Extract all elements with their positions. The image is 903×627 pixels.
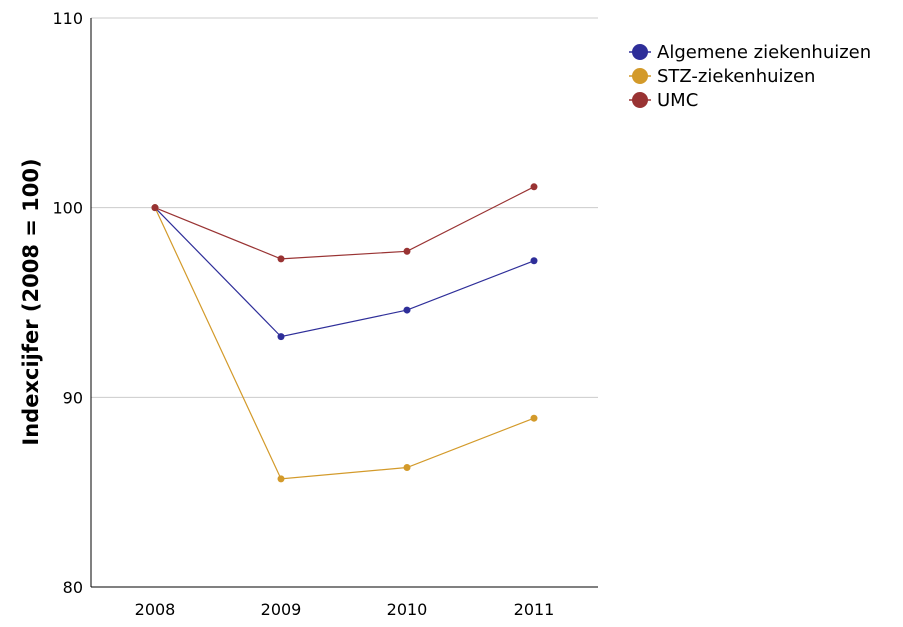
legend-label: Algemene ziekenhuizen xyxy=(657,42,871,63)
legend-item: Algemene ziekenhuizen xyxy=(629,42,871,63)
legend: Algemene ziekenhuizen STZ-ziekenhuizen UMC xyxy=(629,42,871,111)
data-point xyxy=(151,204,159,212)
legend-label: STZ-ziekenhuizen xyxy=(657,66,815,87)
y-tick-label: 110 xyxy=(52,9,83,28)
data-point xyxy=(530,183,538,191)
series-1 xyxy=(151,204,538,341)
series-lines xyxy=(151,183,538,483)
data-point xyxy=(277,255,285,263)
legend-item: UMC xyxy=(629,90,698,111)
series-line xyxy=(154,207,535,480)
legend-marker-icon xyxy=(632,92,648,108)
axes xyxy=(90,18,598,588)
y-tick-label: 80 xyxy=(63,578,83,597)
data-point xyxy=(403,247,411,255)
legend-label: UMC xyxy=(657,90,698,111)
y-tick-label: 90 xyxy=(63,388,83,407)
y-axis-title: Indexcijfer (2008 = 100) xyxy=(19,158,43,445)
data-point xyxy=(403,306,411,314)
data-point xyxy=(277,475,285,483)
y-tick-label: 100 xyxy=(52,199,83,218)
x-tick-labels: 2008 2009 2010 2011 xyxy=(135,600,555,619)
data-point xyxy=(530,257,538,265)
series-2 xyxy=(151,204,538,483)
x-tick-label: 2009 xyxy=(261,600,302,619)
data-point xyxy=(403,464,411,472)
y-tick-labels: 80 90 100 110 xyxy=(52,9,83,597)
series-line xyxy=(154,186,535,260)
series-3 xyxy=(151,183,538,263)
legend-marker-icon xyxy=(632,68,648,84)
x-tick-label: 2011 xyxy=(514,600,555,619)
x-tick-label: 2010 xyxy=(387,600,428,619)
data-point xyxy=(530,414,538,422)
data-point xyxy=(277,333,285,341)
legend-item: STZ-ziekenhuizen xyxy=(629,66,815,87)
legend-marker-icon xyxy=(632,44,648,60)
series-line xyxy=(154,207,535,338)
grid-lines xyxy=(91,17,598,398)
x-tick-label: 2008 xyxy=(135,600,176,619)
